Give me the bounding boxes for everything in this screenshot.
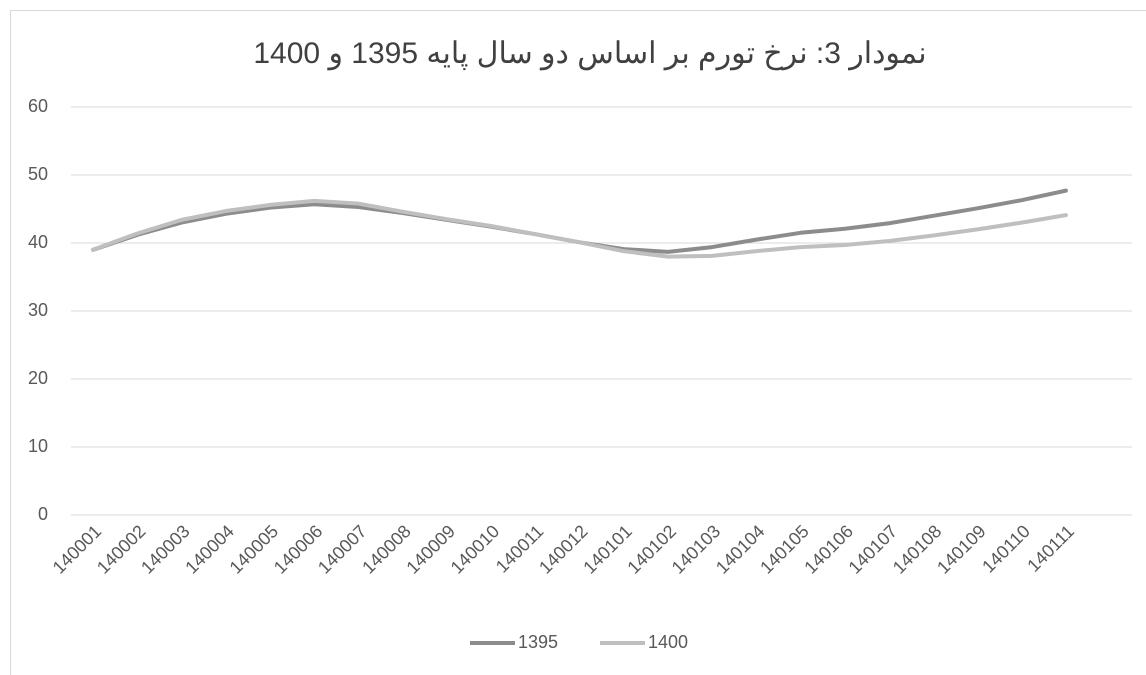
x-tick-label: 140110 [978,521,1034,577]
x-tick-label: 140005 [226,521,283,578]
x-tick-label: 140008 [358,521,415,578]
legend-label: 1400 [648,632,688,652]
x-tick-label: 140006 [270,521,327,578]
x-tick-label: 140104 [712,521,769,578]
x-tick-label: 140108 [889,521,946,578]
x-tick-label: 140003 [137,521,194,578]
x-tick-label: 140010 [447,521,504,578]
x-tick-label: 140106 [800,521,857,578]
y-tick-label: 30 [28,300,48,320]
chart-title: نمودار 3: نرخ تورم بر اساس دو سال پایه 1… [253,37,926,71]
y-tick-label: 60 [28,96,48,116]
legend-label: 1395 [518,632,558,652]
x-tick-label: 140002 [93,521,150,578]
x-tick-label: 140004 [181,521,238,578]
series-line [91,198,1068,259]
x-tick-label: 140111 [1023,521,1078,576]
x-tick-label: 140101 [579,521,636,578]
x-tick-label: 140001 [49,521,106,578]
x-tick-label: 140105 [756,521,813,578]
x-tick-label: 140107 [845,521,902,578]
y-tick-label: 10 [28,436,48,456]
y-tick-label: 20 [28,368,48,388]
x-tick-label: 140103 [668,521,725,578]
y-tick-label: 0 [38,504,48,524]
x-tick-label: 140102 [623,521,680,578]
x-tick-label: 140009 [402,521,459,578]
x-tick-label: 140007 [314,521,371,578]
x-tick-label: 140012 [535,521,592,578]
y-tick-label: 40 [28,232,48,252]
y-tick-label: 50 [28,164,48,184]
x-tick-label: 140109 [933,521,990,578]
chart-border [10,10,1146,675]
